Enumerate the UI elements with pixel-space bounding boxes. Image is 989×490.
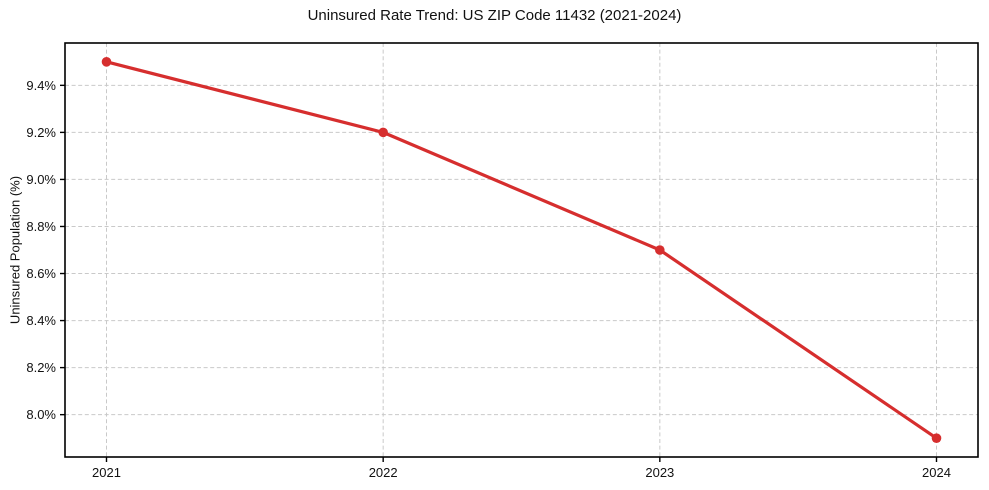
y-tick-label: 8.0% bbox=[26, 407, 56, 422]
plot-border bbox=[64, 42, 979, 458]
y-tick-label: 9.0% bbox=[26, 172, 56, 187]
data-point-marker bbox=[931, 433, 942, 443]
y-tick-label: 8.6% bbox=[26, 266, 56, 281]
data-point-marker bbox=[101, 57, 112, 67]
y-tick-label: 8.8% bbox=[26, 219, 56, 234]
chart-title: Uninsured Rate Trend: US ZIP Code 11432 … bbox=[307, 7, 682, 24]
x-tick-label: 2024 bbox=[922, 465, 951, 480]
y-tick-label: 8.2% bbox=[26, 360, 56, 375]
y-tick-label: 8.4% bbox=[26, 313, 56, 328]
x-tick-label: 2023 bbox=[645, 465, 674, 480]
data-point-marker bbox=[378, 127, 388, 138]
x-tick-label: 2021 bbox=[92, 465, 121, 480]
data-point-marker bbox=[655, 245, 665, 255]
y-tick-label: 9.4% bbox=[26, 78, 56, 93]
y-tick-label: 9.2% bbox=[26, 125, 56, 140]
data-line bbox=[104, 60, 939, 440]
x-tick-label: 2022 bbox=[369, 465, 398, 480]
